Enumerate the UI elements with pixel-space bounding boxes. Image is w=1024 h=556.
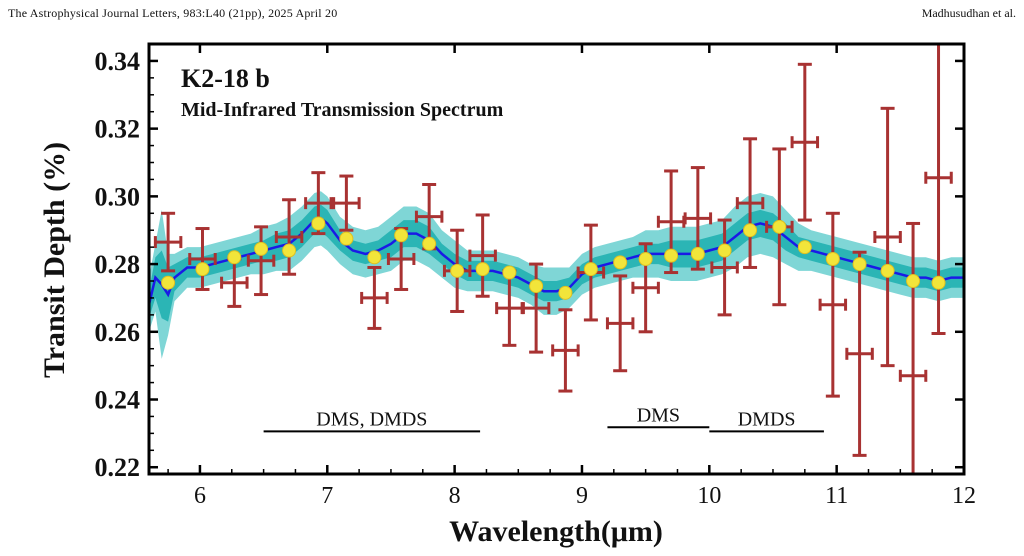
y-tick-label: 0.28 <box>95 250 141 279</box>
annotation-label: DMS <box>637 404 680 426</box>
y-tick-label: 0.26 <box>95 318 141 347</box>
y-tick-label: 0.30 <box>95 182 141 211</box>
molecule-annotations: DMS, DMDS DMS DMDS <box>263 404 824 433</box>
binned-point <box>558 285 573 300</box>
journal-citation: The Astrophysical Journal Letters, 983:L… <box>8 6 338 20</box>
x-tick-label: 12 <box>952 483 976 509</box>
binned-point <box>638 252 653 266</box>
y-tick-label: 0.24 <box>95 386 141 415</box>
binned-point <box>825 252 840 266</box>
data-point <box>818 211 848 398</box>
binned-point <box>161 275 176 290</box>
data-point <box>845 250 874 457</box>
binned-point <box>797 240 812 255</box>
binned-point <box>906 274 921 289</box>
data-point <box>605 274 635 373</box>
x-axis-label: Wavelength(μm) <box>449 515 663 548</box>
author-list: Madhusudhan et al. <box>921 6 1016 20</box>
binned-point <box>195 262 210 277</box>
y-axis-ticks: 0.22 0.24 0.26 0.28 0.30 0.32 0.34 <box>95 47 964 482</box>
y-tick-label: 0.34 <box>95 47 141 76</box>
data-point <box>332 174 361 232</box>
binned-point <box>254 241 269 256</box>
data-point <box>551 308 580 393</box>
binned-point <box>422 236 437 251</box>
data-point <box>521 262 551 354</box>
binned-point <box>583 262 598 277</box>
data-point <box>360 265 389 330</box>
y-axis-label: Transit Depth (%) <box>38 142 71 378</box>
binned-point <box>282 243 297 258</box>
chart-title: K2-18 b <box>181 64 270 93</box>
binned-point <box>367 250 382 265</box>
binned-model-points <box>161 216 946 300</box>
binned-point <box>852 257 867 272</box>
model-band-2sigma <box>149 191 964 359</box>
x-tick-label: 8 <box>449 483 461 509</box>
binned-point <box>717 243 732 258</box>
x-tick-label: 9 <box>576 483 588 509</box>
x-tick-label: 11 <box>825 483 848 509</box>
plot-frame <box>147 42 966 476</box>
data-point <box>873 106 902 368</box>
data-point <box>274 198 304 276</box>
binned-point <box>880 263 895 278</box>
binned-point <box>529 279 544 294</box>
binned-point <box>743 223 758 238</box>
running-head: The Astrophysical Journal Letters, 983:L… <box>8 6 1016 26</box>
binned-point <box>613 255 628 270</box>
model-band-1sigma <box>149 204 964 322</box>
binned-point <box>931 275 946 290</box>
data-point <box>710 218 739 317</box>
data-point <box>790 62 820 222</box>
binned-point <box>394 228 409 243</box>
binned-point <box>311 216 326 231</box>
binned-point <box>339 231 354 246</box>
binned-point <box>227 250 242 265</box>
binned-point <box>450 263 465 278</box>
x-tick-label: 6 <box>194 483 206 509</box>
data-point <box>153 211 183 273</box>
binned-point <box>772 219 787 234</box>
binned-point <box>664 248 679 263</box>
x-axis-ticks: 6 7 8 9 10 11 12 <box>167 44 976 509</box>
x-tick-label: 10 <box>697 483 721 509</box>
y-tick-label: 0.22 <box>95 453 141 482</box>
chart-subtitle: Mid-Infrared Transmission Spectrum <box>181 99 504 121</box>
data-point <box>188 227 217 291</box>
data-point <box>468 213 497 298</box>
data-point <box>246 225 276 297</box>
annotation-label: DMDS <box>738 408 796 430</box>
binned-point <box>502 265 517 280</box>
annotation-label: DMS, DMDS <box>316 408 427 430</box>
binned-point <box>475 262 490 277</box>
x-tick-label: 7 <box>321 483 333 509</box>
y-tick-label: 0.32 <box>95 115 141 144</box>
model-confidence-bands <box>149 191 964 359</box>
data-point <box>735 137 765 269</box>
binned-point <box>690 246 705 261</box>
